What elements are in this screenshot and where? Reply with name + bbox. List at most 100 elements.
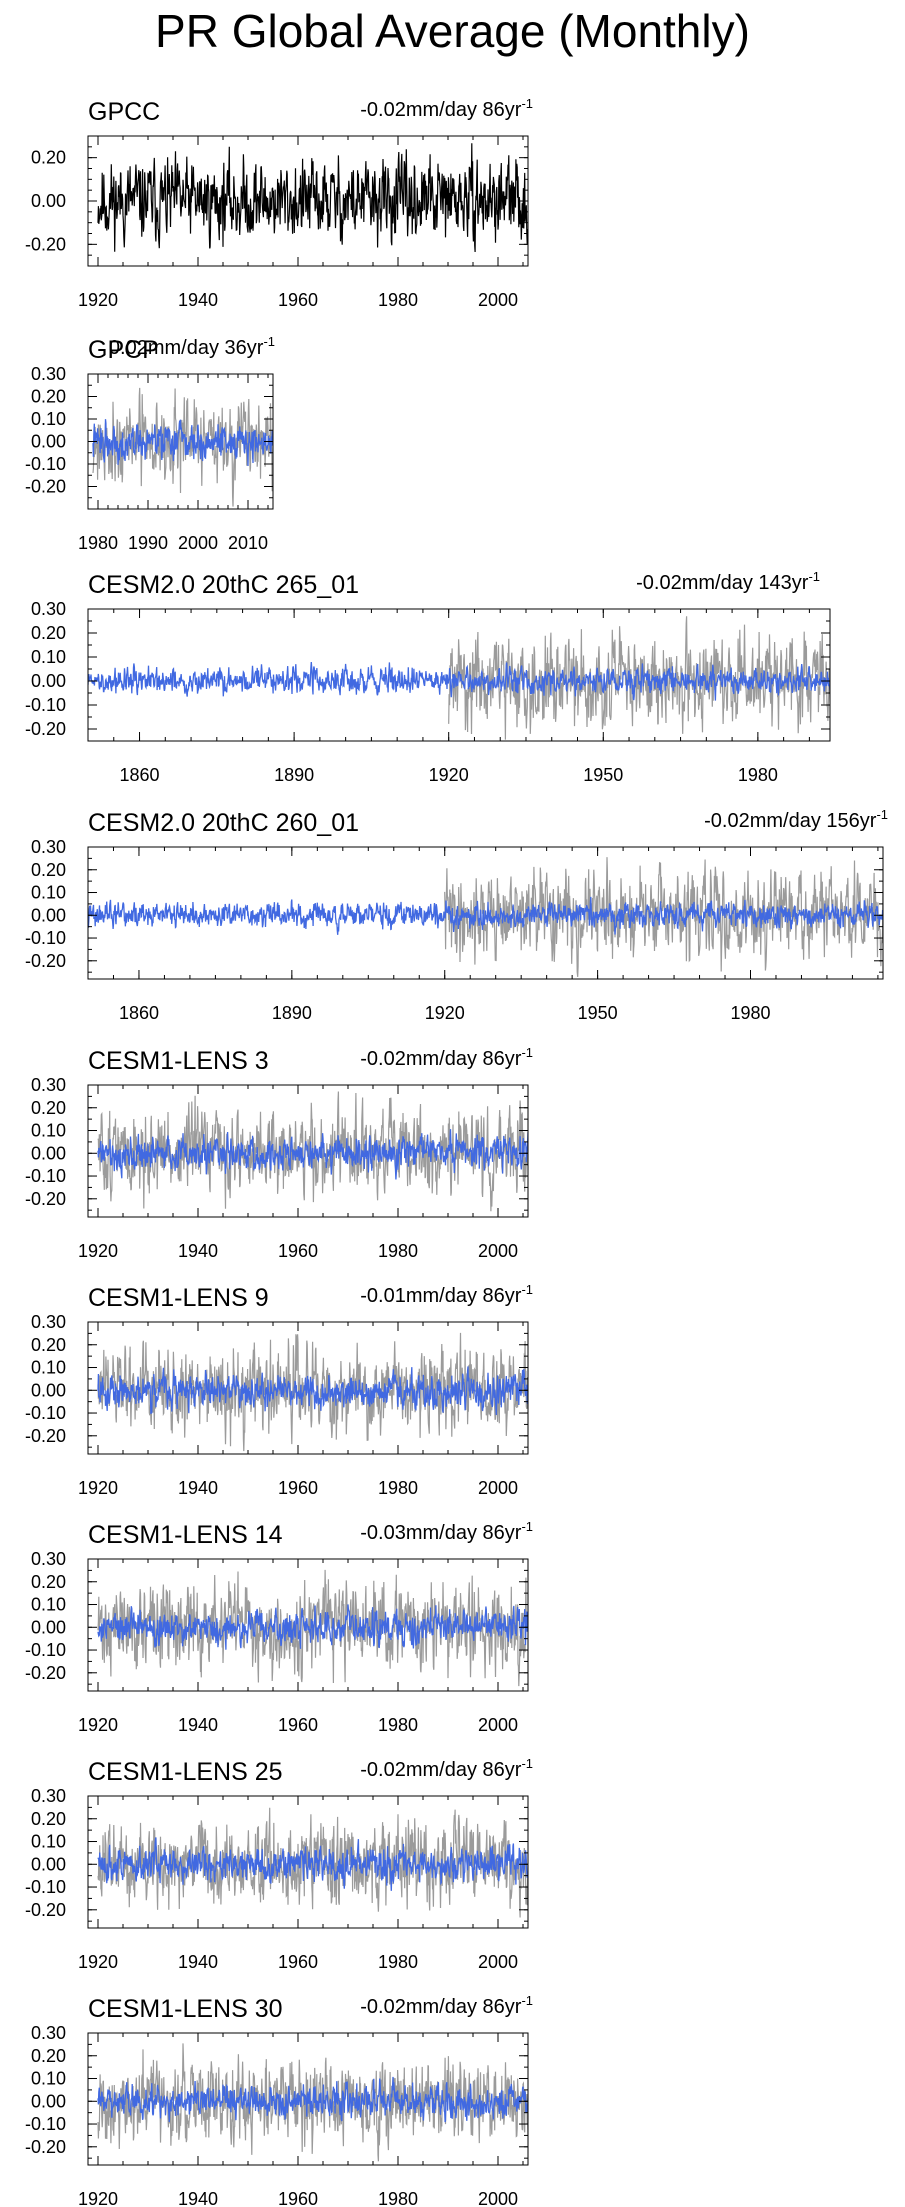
x-tick-label: 1960 xyxy=(278,1952,318,1972)
plot-frame xyxy=(87,1321,529,1455)
panel-7: 1920 1940 1960 1980 2000 -0.20 -0.10 0.000.10 0.… xyxy=(25,1519,533,1735)
x-tick-label: 1960 xyxy=(278,2189,318,2207)
series-line-observation_overlay xyxy=(448,616,830,740)
plot-frame xyxy=(87,2032,529,2166)
x-tick-label: 1940 xyxy=(178,1478,218,1498)
y-tick-label: 0.10 xyxy=(31,1832,66,1852)
series-line-model xyxy=(92,419,273,467)
panel-5: 1920 1940 1960 1980 2000 -0.20 -0.10 0.000.10 0.… xyxy=(25,1045,533,1261)
x-tick-label: 1980 xyxy=(78,533,118,553)
x-tick-label: 1960 xyxy=(278,1715,318,1735)
panel-title: GPCP xyxy=(88,336,159,364)
trend-label: -0.02mm/day 86yr-1 xyxy=(360,1993,533,2018)
y-tick-label: -0.20 xyxy=(25,1189,66,1209)
y-tick-label: 0.20 xyxy=(31,1809,66,1829)
x-tick-label: 1980 xyxy=(378,2189,418,2207)
plot-frame xyxy=(87,1558,529,1692)
series-line-observation_overlay xyxy=(97,2043,528,2162)
y-tick-label: 0.00 xyxy=(31,905,66,925)
y-tick-label: 0.20 xyxy=(31,2046,66,2066)
x-tick-label: 1920 xyxy=(78,2189,118,2207)
x-tick-label: 1980 xyxy=(378,1715,418,1735)
x-tick-label: 1980 xyxy=(378,290,418,310)
x-tick-label: 2000 xyxy=(478,2189,518,2207)
y-tick-label: 0.20 xyxy=(31,860,66,880)
y-tick-label: 0.00 xyxy=(31,671,66,691)
trend-label: -0.03mm/day 86yr-1 xyxy=(360,1519,533,1544)
x-tick-label: 1960 xyxy=(278,290,318,310)
series-line-model xyxy=(97,1366,528,1416)
x-tick-label: 2000 xyxy=(178,533,218,553)
y-tick-label: 0.00 xyxy=(31,1380,66,1400)
panel-9: 1920 1940 1960 1980 2000 -0.20 -0.10 0.000.10 0.… xyxy=(25,1993,533,2207)
x-tick-label: 1980 xyxy=(378,1952,418,1972)
x-tick-label: 1920 xyxy=(78,290,118,310)
x-tick-label: 1980 xyxy=(738,765,778,785)
panel-3: 1860 1890 1920 1950 1980 -0.20 -0.10 0.00 0.10 0.… xyxy=(25,569,831,785)
y-tick-label: 0.10 xyxy=(31,2069,66,2089)
x-tick-label: 1860 xyxy=(120,765,160,785)
series-line-observation_overlay xyxy=(92,387,273,507)
trend-label: -0.02mm/day 156yr-1 xyxy=(704,807,888,832)
x-tick-label: 1950 xyxy=(578,1003,618,1023)
y-tick-label: -0.10 xyxy=(25,1166,66,1186)
y-tick-label: -0.20 xyxy=(25,1426,66,1446)
series-line-model xyxy=(97,1129,528,1180)
x-tick-label: 1890 xyxy=(272,1003,312,1023)
panel-title: CESM1-LENS 3 xyxy=(88,1047,269,1075)
panel-4: 1860 1890 1920 1950 1980 -0.20 -0.10 0.000.10 0.… xyxy=(25,807,888,1023)
plot-frame xyxy=(87,1795,529,1929)
y-tick-label: -0.20 xyxy=(25,2137,66,2157)
x-tick-label: 1990 xyxy=(128,533,168,553)
y-tick-label: 0.20 xyxy=(31,1572,66,1592)
y-tick-label: 0.10 xyxy=(31,647,66,667)
x-tick-label: 1920 xyxy=(78,1715,118,1735)
y-tick-label: 0.30 xyxy=(31,599,66,619)
y-tick-label: -0.20 xyxy=(25,951,66,971)
series-line-observation xyxy=(97,143,528,253)
x-tick-label: 2000 xyxy=(478,290,518,310)
x-tick-label: 1890 xyxy=(274,765,314,785)
x-tick-label: 1950 xyxy=(583,765,623,785)
panel-1: 1920 1940 1960 1980 2000 -0.20 0.00 0.20 GPCC -0.… xyxy=(25,96,533,310)
plot-frame xyxy=(87,846,884,980)
panel-title: CESM1-LENS 25 xyxy=(88,1758,283,1786)
y-tick-label: 0.10 xyxy=(31,409,66,429)
series-line-model xyxy=(97,2076,528,2123)
x-tick-label: 1980 xyxy=(378,1478,418,1498)
x-tick-label: 2010 xyxy=(228,533,268,553)
page-title: PR Global Average (Monthly) xyxy=(155,5,750,57)
panel-title: CESM1-LENS 14 xyxy=(88,1521,283,1549)
y-tick-label: 0.20 xyxy=(31,1335,66,1355)
y-tick-label: -0.10 xyxy=(25,1640,66,1660)
x-tick-label: 1920 xyxy=(78,1952,118,1972)
y-tick-label: -0.20 xyxy=(25,234,66,254)
panel-title: CESM2.0 20thC 265_01 xyxy=(88,571,359,599)
y-tick-label: -0.10 xyxy=(25,2114,66,2134)
y-tick-label: 0.20 xyxy=(31,1098,66,1118)
trend-label: -0.02mm/day 143yr-1 xyxy=(636,569,820,594)
y-tick-label: 0.10 xyxy=(31,1121,66,1141)
x-tick-label: 1940 xyxy=(178,2189,218,2207)
y-tick-label: 0.00 xyxy=(31,191,66,211)
x-tick-label: 1960 xyxy=(278,1241,318,1261)
x-tick-label: 1860 xyxy=(119,1003,159,1023)
y-tick-label: 0.30 xyxy=(31,837,66,857)
y-tick-label: -0.10 xyxy=(25,695,66,715)
panel-6: 1920 1940 1960 1980 2000 -0.20 -0.10 0.000.10 0.… xyxy=(25,1282,533,1498)
y-tick-label: 0.00 xyxy=(31,1143,66,1163)
x-tick-label: 2000 xyxy=(478,1715,518,1735)
y-tick-label: 0.20 xyxy=(31,387,66,407)
x-tick-label: 1960 xyxy=(278,1478,318,1498)
y-tick-label: 0.30 xyxy=(31,364,66,384)
y-tick-label: 0.10 xyxy=(31,883,66,903)
panel-title: CESM2.0 20thC 260_01 xyxy=(88,809,359,837)
trend-label: -0.02mm/day 86yr-1 xyxy=(360,1756,533,1781)
x-tick-label: 2000 xyxy=(478,1478,518,1498)
y-tick-label: 0.30 xyxy=(31,1312,66,1332)
y-tick-label: 0.20 xyxy=(31,148,66,168)
y-tick-label: 0.30 xyxy=(31,2023,66,2043)
trend-label: 0.02mm/day 36yr-1 xyxy=(109,334,275,359)
y-tick-label: 0.20 xyxy=(31,623,66,643)
y-tick-label: 0.00 xyxy=(31,1617,66,1637)
